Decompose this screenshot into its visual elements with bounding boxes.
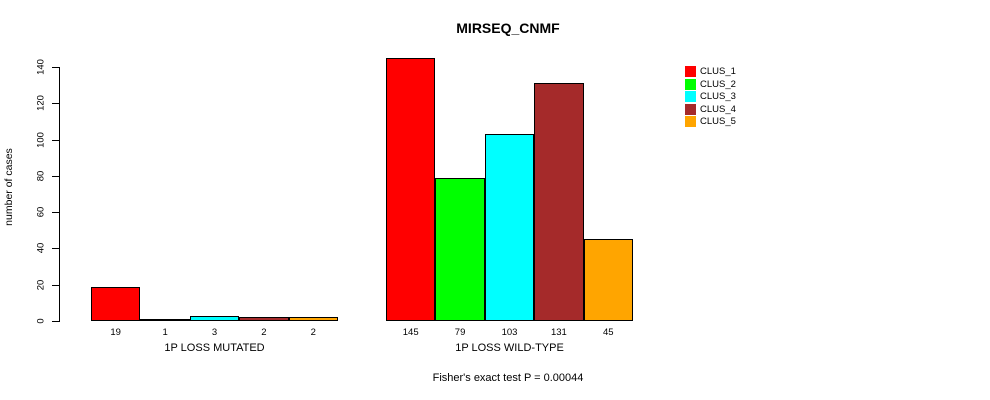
chart-title: MIRSEQ_CNMF bbox=[456, 20, 560, 36]
legend-label: CLUS_5 bbox=[700, 116, 736, 128]
y-tick-label: 60 bbox=[35, 206, 47, 218]
legend-item-clus_3: CLUS_3 bbox=[685, 91, 736, 103]
legend-label: CLUS_2 bbox=[700, 78, 736, 90]
y-tick-mark bbox=[52, 321, 59, 322]
legend-swatch bbox=[685, 66, 696, 77]
bar-value-label: 145 bbox=[402, 327, 419, 338]
y-tick-mark bbox=[52, 175, 59, 177]
legend-swatch bbox=[685, 78, 696, 90]
bar-clus_2 bbox=[140, 319, 190, 322]
legend-item-clus_4: CLUS_4 bbox=[685, 103, 736, 115]
y-tick-label: 0 bbox=[35, 318, 47, 324]
x-group-label: 1P LOSS WILD-TYPE bbox=[455, 342, 564, 354]
y-tick-label: 100 bbox=[35, 131, 47, 148]
x-group-label: 1P LOSS MUTATED bbox=[164, 342, 265, 354]
bar-value-label: 79 bbox=[454, 327, 466, 338]
bar-value-label: 3 bbox=[211, 327, 218, 338]
y-tick-mark bbox=[52, 248, 59, 250]
bar-clus_1 bbox=[91, 286, 141, 321]
bar-clus_4 bbox=[239, 317, 289, 321]
y-axis-label: number of cases bbox=[3, 148, 15, 226]
legend-swatch bbox=[685, 116, 696, 128]
bar-clus_3 bbox=[484, 134, 535, 321]
legend-label: CLUS_3 bbox=[700, 91, 736, 103]
bar-value-label: 2 bbox=[261, 327, 267, 338]
legend-label: CLUS_4 bbox=[700, 103, 736, 115]
y-tick-label: 140 bbox=[35, 59, 47, 75]
bar-clus_2 bbox=[435, 177, 485, 321]
bar-clus_5 bbox=[583, 239, 633, 321]
bar-value-label: 103 bbox=[501, 327, 518, 338]
y-tick-mark bbox=[52, 139, 59, 141]
y-tick-mark bbox=[52, 284, 59, 286]
bar-clus_3 bbox=[189, 315, 240, 321]
bar-value-label: 1 bbox=[162, 327, 168, 338]
bar-value-label: 2 bbox=[310, 327, 316, 338]
y-tick-label: 20 bbox=[35, 279, 47, 291]
legend-label: CLUS_1 bbox=[700, 66, 736, 77]
bar-clus_1 bbox=[386, 58, 436, 321]
legend-swatch bbox=[685, 91, 696, 103]
legend-item-clus_1: CLUS_1 bbox=[685, 66, 736, 77]
legend-item-clus_5: CLUS_5 bbox=[685, 116, 736, 128]
y-tick-mark bbox=[52, 67, 59, 69]
legend-swatch bbox=[685, 103, 696, 115]
bar-value-label: 19 bbox=[110, 327, 121, 338]
chart-annotation: Fisher's exact test P = 0.00044 bbox=[432, 372, 584, 384]
y-tick-mark bbox=[52, 212, 59, 214]
bar-clus_4 bbox=[534, 83, 584, 321]
legend-item-clus_2: CLUS_2 bbox=[685, 78, 736, 90]
y-tick-label: 40 bbox=[35, 243, 47, 254]
bar-clus_5 bbox=[288, 317, 338, 321]
y-tick-label: 120 bbox=[35, 95, 47, 112]
bar-value-label: 45 bbox=[603, 327, 614, 338]
y-axis-line bbox=[59, 67, 60, 322]
y-tick-label: 80 bbox=[35, 170, 47, 182]
bar-value-label: 131 bbox=[550, 327, 567, 338]
y-tick-mark bbox=[52, 103, 59, 105]
